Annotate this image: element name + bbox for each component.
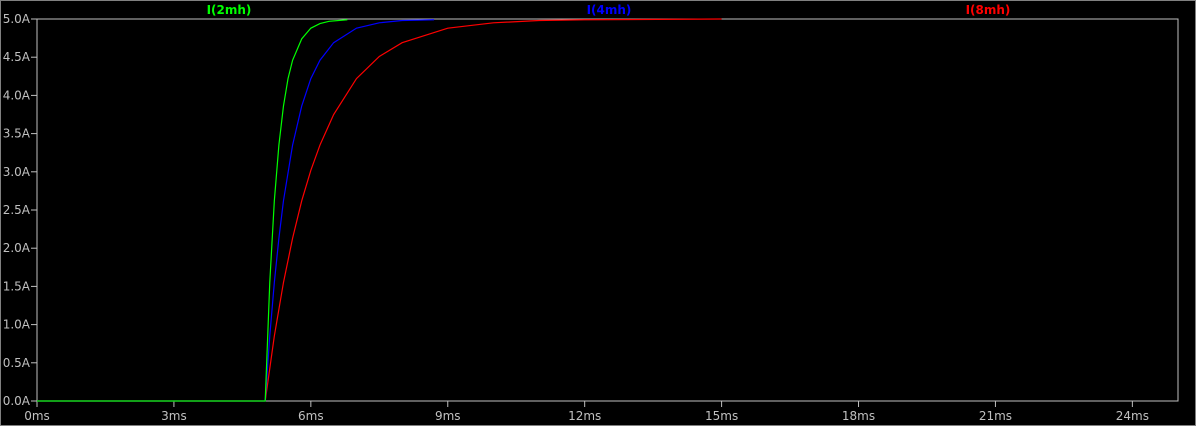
y-tick-label: 4.0A	[3, 88, 31, 102]
x-tick-label: 0ms	[24, 409, 50, 423]
y-tick-label: 0.0A	[3, 394, 31, 408]
series-line-I(2mh)	[37, 19, 348, 402]
x-tick-label: 9ms	[435, 409, 461, 423]
y-tick-label: 1.5A	[3, 279, 31, 293]
x-tick-label: 15ms	[705, 409, 738, 423]
plot-area-border	[36, 18, 1179, 402]
y-tick-label: 5.0A	[3, 12, 31, 26]
y-tick-label: 4.5A	[3, 50, 31, 64]
x-tick-label: 3ms	[161, 409, 187, 423]
legend-label: I(8mh)	[966, 3, 1011, 17]
x-tick-label: 6ms	[298, 409, 324, 423]
x-tick-label: 24ms	[1116, 409, 1149, 423]
series-line-I(4mh)	[37, 19, 435, 402]
series-line-I(8mh)	[37, 18, 722, 402]
y-tick-label: 1.0A	[3, 318, 31, 332]
x-tick-label: 21ms	[979, 409, 1012, 423]
y-tick-label: 0.5A	[3, 356, 31, 370]
x-tick-label: 12ms	[568, 409, 601, 423]
x-tick-label: 18ms	[842, 409, 875, 423]
y-tick-label: 2.0A	[3, 241, 31, 255]
y-tick-label: 3.0A	[3, 165, 31, 179]
y-tick-label: 3.5A	[3, 127, 31, 141]
legend-label: I(4mh)	[587, 3, 632, 17]
y-tick-label: 2.5A	[3, 203, 31, 217]
legend-label: I(2mh)	[207, 3, 252, 17]
